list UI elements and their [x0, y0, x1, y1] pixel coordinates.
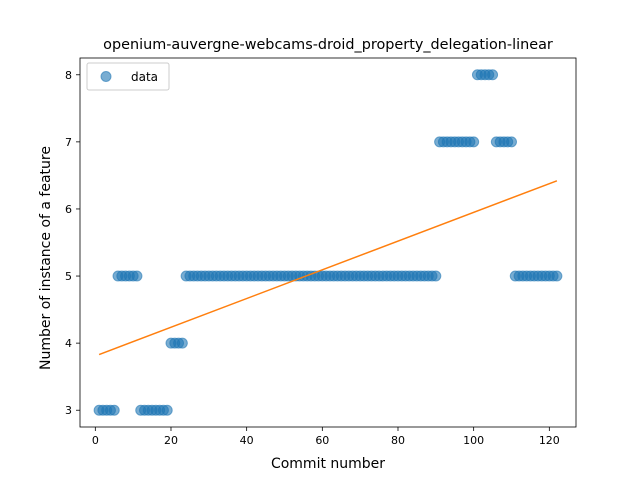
data-point — [176, 337, 188, 349]
x-tick-label: 100 — [463, 434, 484, 447]
x-tick-label: 40 — [240, 434, 254, 447]
y-axis-label: Number of instance of a feature — [38, 146, 54, 370]
data-point — [551, 270, 563, 282]
y-tick-label: 7 — [65, 136, 72, 149]
data-point — [487, 69, 499, 81]
y-tick-label: 4 — [65, 337, 72, 350]
plot-marks — [93, 69, 563, 416]
y-tick-label: 3 — [65, 404, 72, 417]
x-tick-label: 60 — [315, 434, 329, 447]
x-tick-label: 20 — [164, 434, 178, 447]
data-point — [131, 270, 143, 282]
x-tick-label: 120 — [539, 434, 560, 447]
data-point — [468, 136, 480, 148]
data-point — [161, 404, 173, 416]
legend: data — [86, 62, 170, 91]
trend-line — [98, 180, 558, 356]
x-axis-label: Commit number — [271, 456, 385, 472]
data-point — [430, 270, 442, 282]
data-point — [505, 136, 517, 148]
y-tick-label: 6 — [65, 203, 72, 216]
x-tick-label: 0 — [92, 434, 99, 447]
data-point — [108, 404, 120, 416]
plot-frame — [79, 57, 577, 428]
y-tick-label: 5 — [65, 270, 72, 283]
chart-title: openium-auvergne-webcams-droid_property_… — [103, 37, 553, 53]
legend-marker-data — [100, 71, 112, 82]
legend-box — [86, 62, 170, 91]
legend-label-data: data — [131, 70, 158, 84]
axes: 0 20 40 60 80 100 120 3 4 5 6 7 8 — [65, 57, 577, 447]
y-tick-label: 8 — [65, 69, 72, 82]
x-tick-label: 80 — [391, 434, 405, 447]
